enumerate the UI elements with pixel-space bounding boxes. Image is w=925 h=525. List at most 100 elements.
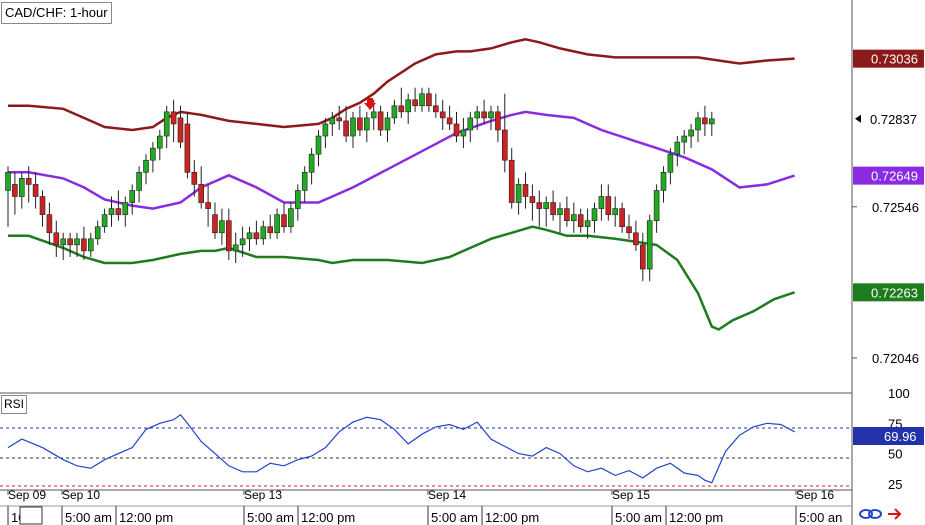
candle-body xyxy=(46,214,53,234)
candle xyxy=(708,111,715,137)
candlesticks xyxy=(5,87,715,282)
rsi-tick-label: 100 xyxy=(888,386,910,401)
candle-body xyxy=(267,226,274,234)
price-tick-label: 0.72046 xyxy=(872,351,919,366)
candle-body xyxy=(288,208,294,228)
candle xyxy=(660,166,667,203)
sell-arrow-icon xyxy=(364,98,376,110)
candle-body xyxy=(515,184,522,203)
candle-body xyxy=(177,117,184,143)
candle-body xyxy=(308,153,315,173)
candle-body xyxy=(281,214,287,228)
rsi-tick-label: 25 xyxy=(888,477,902,492)
candle-body xyxy=(25,178,32,185)
candle xyxy=(343,105,349,143)
candle xyxy=(157,129,163,161)
candle-body xyxy=(232,244,239,252)
candle xyxy=(674,136,681,167)
candle-body xyxy=(150,147,156,161)
candle xyxy=(688,123,694,149)
price-label-text: 0.72649 xyxy=(871,169,918,184)
candle-body xyxy=(536,202,543,209)
price-label-text: 0.72837 xyxy=(870,112,917,127)
candle xyxy=(39,190,46,227)
candle xyxy=(426,87,432,112)
candle xyxy=(184,111,191,179)
candle-body xyxy=(191,172,198,185)
candle xyxy=(308,148,315,185)
candle-body xyxy=(301,172,308,191)
rsi-value-label: 69.96 xyxy=(884,429,917,444)
scroll-left-box[interactable] xyxy=(19,506,43,525)
candle xyxy=(315,129,322,167)
candle xyxy=(522,172,529,209)
candle-body xyxy=(570,214,577,221)
candle-body xyxy=(384,117,391,131)
candle xyxy=(94,220,101,245)
candle xyxy=(646,214,653,282)
candle xyxy=(246,226,253,251)
rsi-label: RSI xyxy=(1,395,28,414)
candle xyxy=(260,220,267,245)
candle xyxy=(88,232,94,257)
price-label: 0.73036 xyxy=(853,49,924,68)
price-label: 0.72649 xyxy=(853,166,924,185)
candle xyxy=(53,220,60,257)
date-tick-label: Sep 16 xyxy=(796,488,834,502)
candle-body xyxy=(557,208,563,215)
scroll-right-icon[interactable] xyxy=(888,508,902,520)
price-label-box xyxy=(853,166,924,185)
candle-body xyxy=(633,232,639,246)
upper-band-line xyxy=(8,38,795,132)
price-label-box xyxy=(853,283,924,302)
candle xyxy=(453,111,460,143)
candle-body xyxy=(239,238,246,246)
candle xyxy=(177,105,184,149)
candle-body xyxy=(612,208,619,215)
candle xyxy=(253,220,260,245)
candle-body xyxy=(598,196,605,209)
candle xyxy=(267,214,274,239)
candle xyxy=(536,190,543,227)
middle-band-line xyxy=(8,110,795,210)
candle xyxy=(205,184,211,227)
candle-body xyxy=(329,117,336,125)
candle-body xyxy=(60,238,67,246)
candle-body xyxy=(439,111,446,119)
candle xyxy=(25,166,32,203)
candle-body xyxy=(398,105,405,113)
time-tick-label: 5:00 am xyxy=(431,510,478,525)
candle-body xyxy=(626,226,632,234)
candle-body xyxy=(564,208,570,221)
candle-body xyxy=(481,111,487,119)
candle xyxy=(136,166,142,203)
candle xyxy=(67,232,73,257)
price-label: 0.72837 xyxy=(855,112,917,127)
candle xyxy=(591,202,598,233)
link-icon[interactable] xyxy=(859,509,882,519)
current-price-marker xyxy=(855,114,861,123)
candle xyxy=(32,172,39,209)
candle-body xyxy=(322,123,329,137)
candle-body xyxy=(136,172,142,191)
rsi-indicator xyxy=(7,413,795,484)
date-tick-label: Sep 09 xyxy=(8,488,46,502)
candle xyxy=(163,105,170,149)
candle-body xyxy=(67,238,73,246)
candle xyxy=(695,111,701,143)
candle xyxy=(619,202,625,233)
candle-body xyxy=(467,117,474,131)
candle-body xyxy=(695,117,701,131)
candle xyxy=(598,184,605,221)
candle xyxy=(232,232,239,264)
candle-body xyxy=(157,135,163,149)
candle-body xyxy=(18,178,25,197)
candle xyxy=(398,87,405,118)
candle xyxy=(150,142,156,173)
candle xyxy=(281,202,287,233)
candle-body xyxy=(198,184,204,203)
candle-body xyxy=(122,202,129,215)
candle-body xyxy=(370,111,377,119)
candle-body xyxy=(412,99,418,107)
